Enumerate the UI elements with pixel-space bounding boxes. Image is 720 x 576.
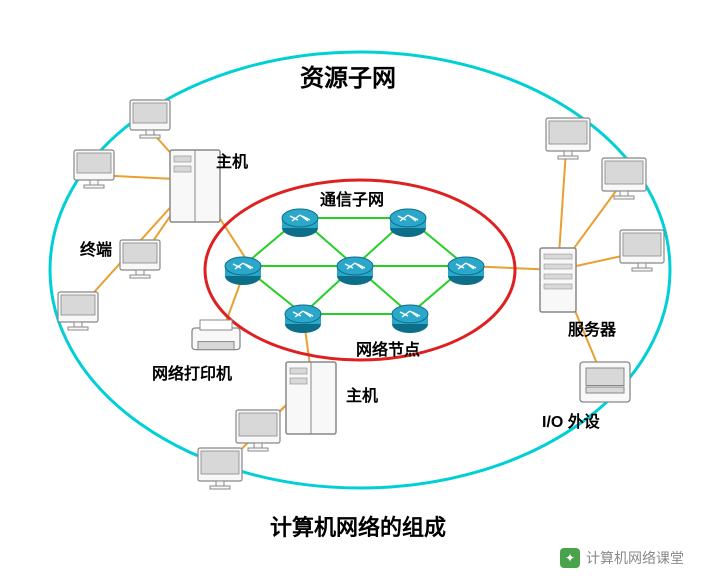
watermark: ✦ 计算机网络课堂 [560, 548, 684, 568]
diagram-title: 计算机网络的组成 [270, 510, 446, 542]
wechat-icon: ✦ [560, 548, 580, 568]
watermark-text: 计算机网络课堂 [586, 548, 684, 568]
diagram-canvas: 资源子网 通信子网 主机 主机 终端 网络打印机 服务器 I/O 外设 网络节点… [0, 0, 720, 576]
label-server: 服务器 [568, 316, 616, 340]
outer-ellipse-label: 资源子网 [300, 58, 396, 93]
label-printer: 网络打印机 [152, 360, 232, 384]
label-terminal: 终端 [80, 236, 112, 260]
label-node: 网络节点 [356, 336, 420, 360]
label-io: I/O 外设 [542, 408, 600, 432]
label-host2: 主机 [346, 382, 378, 406]
inner-ellipse-label: 通信子网 [320, 186, 384, 210]
label-host1: 主机 [216, 148, 248, 172]
